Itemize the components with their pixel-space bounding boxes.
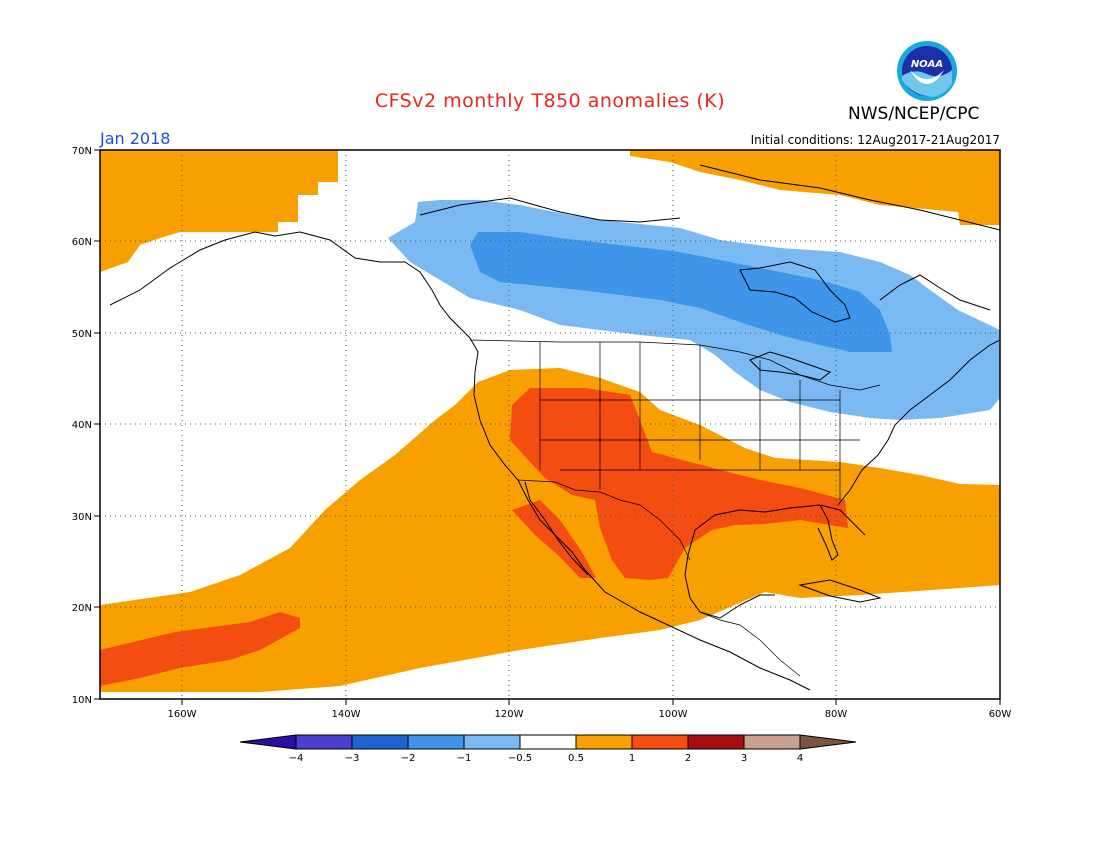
coastline-cuba xyxy=(798,579,882,603)
colorbar-arrow-high xyxy=(799,734,857,750)
anomaly-region-hudson xyxy=(470,232,892,352)
lon-label: 80W xyxy=(825,709,848,720)
colorbar-label: −4 xyxy=(289,753,304,764)
colorbar-swatch xyxy=(575,734,633,750)
lat-label: 70N xyxy=(72,146,92,157)
colorbar-label: 4 xyxy=(797,753,803,764)
lat-label: 60N xyxy=(72,237,92,248)
lat-label: 30N xyxy=(72,512,92,523)
coastline-greenland xyxy=(699,164,1000,231)
border-central-america xyxy=(699,611,801,677)
political-borders xyxy=(469,339,881,677)
coastline-alaska xyxy=(109,231,471,339)
great-lakes xyxy=(749,351,832,381)
colorbar-label: 2 xyxy=(685,753,691,764)
longitude-labels: 160W 140W 120W 100W 80W 60W xyxy=(168,709,1012,720)
colorbar-swatch xyxy=(519,734,577,750)
colorbar-label: 1 xyxy=(629,753,635,764)
colorbar: −4 −3 −2 −1 −0.5 0.5 1 2 3 4 xyxy=(239,734,857,764)
coastline-atlantic xyxy=(837,339,1000,506)
initial-conditions-label: Initial conditions: 12Aug2017-21Aug2017 xyxy=(750,133,1000,147)
colorbar-label: −0.5 xyxy=(508,753,532,764)
lat-label: 10N xyxy=(72,695,92,706)
anomaly-region-hawaii xyxy=(100,612,300,686)
lon-label: 100W xyxy=(659,709,688,720)
colorbar-swatch xyxy=(407,734,465,750)
lat-label: 50N xyxy=(72,329,92,340)
lat-label: 40N xyxy=(72,420,92,431)
organization-label: NWS/NCEP/CPC xyxy=(848,104,980,124)
coastlines xyxy=(109,164,1000,691)
lon-label: 160W xyxy=(168,709,197,720)
lon-label: 120W xyxy=(495,709,524,720)
chart-title: CFSv2 monthly T850 anomalies (K) xyxy=(374,90,726,112)
graticule xyxy=(100,150,1000,699)
colorbar-swatch xyxy=(295,734,353,750)
latitude-labels: 70N 60N 50N 40N 30N 20N 10N xyxy=(72,146,92,706)
colorbar-label: −1 xyxy=(457,753,472,764)
coastline-gulf xyxy=(684,504,866,619)
state-borders xyxy=(539,342,860,500)
colorbar-swatch xyxy=(687,734,745,750)
valid-month-label: Jan 2018 xyxy=(100,129,171,148)
coastline-florida xyxy=(817,504,839,561)
colorbar-label: −2 xyxy=(401,753,416,764)
logo-text: NOAA xyxy=(911,59,943,70)
border-us-mexico xyxy=(517,479,691,561)
coastline-baja xyxy=(524,481,589,576)
axis-ticks xyxy=(94,149,1001,705)
colorbar-swatch xyxy=(463,734,521,750)
coastline-hudson-bay xyxy=(739,261,851,323)
anomaly-region-southwest xyxy=(510,388,848,580)
colorbar-label: −3 xyxy=(345,753,360,764)
arctic-islands xyxy=(419,197,681,223)
lon-label: 60W xyxy=(989,709,1012,720)
coastline-labrador xyxy=(879,274,991,311)
noaa-logo-icon: NOAA xyxy=(897,41,957,101)
lat-label: 20N xyxy=(72,603,92,614)
colorbar-label: 0.5 xyxy=(568,753,584,764)
colorbar-arrow-low xyxy=(239,734,297,750)
anomaly-region-baja xyxy=(512,500,596,578)
lon-label: 140W xyxy=(332,709,361,720)
colorbar-label: 3 xyxy=(741,753,747,764)
colorbar-swatch xyxy=(631,734,689,750)
colorbar-swatch xyxy=(743,734,801,750)
anomaly-region-alaska xyxy=(100,150,338,272)
colorbar-swatch xyxy=(351,734,409,750)
